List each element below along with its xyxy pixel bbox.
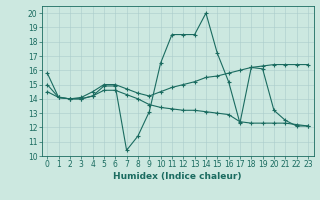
X-axis label: Humidex (Indice chaleur): Humidex (Indice chaleur) bbox=[113, 172, 242, 181]
